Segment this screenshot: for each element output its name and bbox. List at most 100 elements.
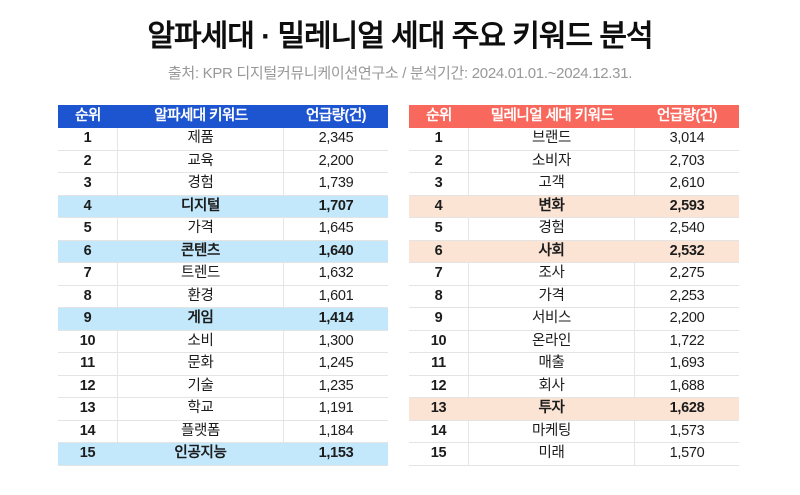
source-and-period-subtitle: 출처: KPR 디지털커뮤니케이션연구소 / 분석기간: 2024.01.01.… bbox=[167, 65, 633, 82]
rank-cell: 4 bbox=[434, 197, 443, 214]
table-row: 5 가격 1,645 bbox=[58, 218, 388, 241]
rank-cell: 6 bbox=[434, 242, 443, 259]
rank-cell: 5 bbox=[58, 218, 118, 240]
millennial-generation-keyword-table: 순위 밀레니얼 세대 키워드 언급량(건) 1 브랜드 3,014 2 소비자 2,703 3 고… bbox=[409, 105, 739, 466]
count-cell: 3,014 bbox=[669, 130, 705, 146]
rank-cell: 1 bbox=[409, 128, 469, 150]
table-row: 3 고객 2,610 bbox=[409, 173, 739, 196]
rank-cell: 9 bbox=[83, 310, 92, 326]
rank-cell: 14 bbox=[409, 420, 469, 442]
count-cell: 2,253 bbox=[669, 287, 705, 304]
rank-cell: 12 bbox=[409, 375, 469, 397]
rank-cell: 2 bbox=[58, 150, 118, 172]
keyword-cell: 온라인 bbox=[469, 330, 635, 352]
table-row: 4 변화 2,593 bbox=[409, 195, 739, 218]
count-cell: 2,200 bbox=[669, 310, 705, 326]
table-row: 3 경험 1,739 bbox=[58, 173, 388, 196]
table-row: 1 제품 2,345 bbox=[58, 128, 388, 151]
table-row: 8 가격 2,253 bbox=[409, 285, 739, 308]
rank-cell: 9 bbox=[409, 308, 469, 330]
alpha-table-header-row: 순위 알파세대 키워드 언급량(건) bbox=[58, 105, 388, 128]
count-cell: 1,688 bbox=[669, 377, 705, 394]
column-header-rank: 순위 bbox=[75, 108, 101, 124]
count-cell: 1,245 bbox=[318, 355, 354, 371]
count-cell: 1,645 bbox=[318, 220, 354, 236]
count-cell: 2,200 bbox=[318, 152, 354, 169]
keyword-cell: 회사 bbox=[469, 375, 635, 397]
table-row: 5 경험 2,540 bbox=[409, 218, 739, 241]
count-cell: 1,693 bbox=[669, 355, 705, 371]
table-row: 8 환경 1,601 bbox=[58, 285, 388, 308]
count-cell: 1,570 bbox=[669, 445, 705, 461]
millennial-table-body: 1 브랜드 3,014 2 소비자 2,703 3 고객 2,610 4 변화 2,593 5 경험 2,5… bbox=[409, 128, 739, 466]
column-header-count: 언급량(건) bbox=[305, 108, 367, 124]
count-cell: 1,235 bbox=[318, 377, 354, 394]
alpha-table-body: 1 제품 2,345 2 교육 2,200 3 경험 1,739 4 디지털 1,707 5 가격 1,64… bbox=[58, 128, 388, 466]
table-row: 15 미래 1,570 bbox=[409, 443, 739, 466]
millennial-table-header-row: 순위 밀레니얼 세대 키워드 언급량(건) bbox=[409, 105, 739, 128]
count-cell: 1,184 bbox=[318, 422, 354, 439]
keyword-cell: 디지털 bbox=[180, 197, 221, 214]
count-cell: 1,739 bbox=[318, 175, 354, 191]
table-row: 15 인공지능 1,153 bbox=[58, 443, 388, 466]
keyword-cell: 인공지능 bbox=[174, 445, 227, 461]
keyword-cell: 가격 bbox=[118, 218, 284, 240]
column-header-keyword: 밀레니얼 세대 키워드 bbox=[490, 108, 614, 124]
count-cell: 1,640 bbox=[318, 242, 354, 259]
count-cell: 1,601 bbox=[318, 287, 354, 304]
rank-cell: 4 bbox=[83, 197, 92, 214]
count-cell: 1,191 bbox=[318, 400, 354, 416]
keyword-cell: 환경 bbox=[118, 285, 284, 307]
keyword-cell: 경험 bbox=[469, 218, 635, 240]
keyword-cell: 교육 bbox=[118, 150, 284, 172]
table-row: 6 사회 2,532 bbox=[409, 240, 739, 263]
rank-cell: 7 bbox=[409, 263, 469, 285]
table-row: 4 디지털 1,707 bbox=[58, 195, 388, 218]
keyword-cell: 가격 bbox=[469, 285, 635, 307]
table-row: 11 문화 1,245 bbox=[58, 353, 388, 376]
count-cell: 1,153 bbox=[318, 445, 354, 461]
keyword-cell: 경험 bbox=[118, 173, 284, 195]
rank-cell: 2 bbox=[409, 150, 469, 172]
rank-cell: 1 bbox=[58, 128, 118, 150]
table-row: 12 기술 1,235 bbox=[58, 375, 388, 398]
table-row: 1 브랜드 3,014 bbox=[409, 128, 739, 151]
keyword-cell: 조사 bbox=[469, 263, 635, 285]
table-row: 12 회사 1,688 bbox=[409, 375, 739, 398]
keyword-cell: 마케팅 bbox=[469, 420, 635, 442]
rank-cell: 3 bbox=[58, 173, 118, 195]
table-row: 14 플랫폼 1,184 bbox=[58, 420, 388, 443]
keyword-cell: 플랫폼 bbox=[118, 420, 284, 442]
count-cell: 1,414 bbox=[318, 310, 354, 326]
page-title: 알파세대 · 밀레니얼 세대 주요 키워드 분석 bbox=[147, 20, 653, 53]
rank-cell: 14 bbox=[58, 420, 118, 442]
rank-cell: 5 bbox=[409, 218, 469, 240]
rank-cell: 13 bbox=[430, 400, 447, 416]
rank-cell: 7 bbox=[58, 263, 118, 285]
count-cell: 1,707 bbox=[318, 197, 354, 214]
keyword-cell: 매출 bbox=[469, 353, 635, 375]
column-header-count: 언급량(건) bbox=[656, 108, 718, 124]
count-cell: 2,540 bbox=[669, 220, 705, 236]
table-row: 13 학교 1,191 bbox=[58, 398, 388, 421]
count-cell: 2,703 bbox=[669, 152, 705, 169]
table-row: 2 소비자 2,703 bbox=[409, 150, 739, 173]
table-row: 13 투자 1,628 bbox=[409, 398, 739, 421]
rank-cell: 10 bbox=[409, 330, 469, 352]
keyword-cell: 소비 bbox=[118, 330, 284, 352]
rank-cell: 8 bbox=[409, 285, 469, 307]
keyword-cell: 브랜드 bbox=[469, 128, 635, 150]
table-row: 9 게임 1,414 bbox=[58, 308, 388, 331]
tables-container: 순위 알파세대 키워드 언급량(건) 1 제품 2,345 2 교육 2,200 3 경험 1,73… bbox=[0, 105, 800, 466]
table-row: 10 소비 1,300 bbox=[58, 330, 388, 353]
table-row: 2 교육 2,200 bbox=[58, 150, 388, 173]
count-cell: 2,275 bbox=[669, 265, 705, 281]
count-cell: 1,573 bbox=[669, 422, 705, 439]
keyword-cell: 사회 bbox=[538, 242, 565, 259]
table-row: 7 조사 2,275 bbox=[409, 263, 739, 286]
rank-cell: 8 bbox=[58, 285, 118, 307]
keyword-cell: 콘텐츠 bbox=[180, 242, 221, 259]
table-row: 11 매출 1,693 bbox=[409, 353, 739, 376]
keyword-cell: 서비스 bbox=[469, 308, 635, 330]
